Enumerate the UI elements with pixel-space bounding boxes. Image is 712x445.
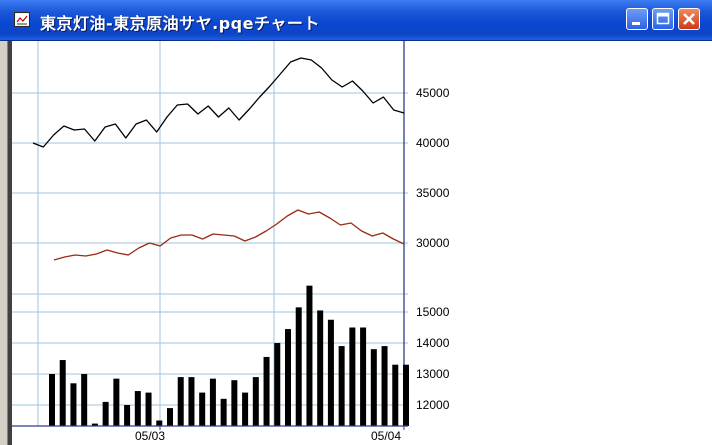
volume-bar xyxy=(177,377,184,426)
series-line xyxy=(53,209,405,261)
volume-bar xyxy=(91,423,98,426)
volume-bar xyxy=(285,329,291,426)
title-bar[interactable]: 東京灯油‐東京原油サヤ.pqeチャート xyxy=(0,0,712,41)
volume-bar xyxy=(317,310,324,426)
plot-background xyxy=(12,41,412,426)
volume-bar xyxy=(145,392,152,426)
time-axis-strip xyxy=(12,426,412,445)
volume-bar xyxy=(199,392,206,426)
volume-bar xyxy=(134,391,141,426)
price-tick-label: 45000 xyxy=(416,86,450,100)
close-button[interactable] xyxy=(678,8,700,30)
volume-tick-label: 15000 xyxy=(416,305,450,319)
maximize-button[interactable] xyxy=(652,8,674,30)
volume-bar xyxy=(295,307,302,426)
volume-bar xyxy=(231,380,238,426)
volume-bar xyxy=(338,346,345,426)
volume-bar xyxy=(102,401,109,426)
price-tick-label: 40000 xyxy=(416,136,450,150)
volume-tick-label: 12000 xyxy=(416,398,450,412)
volume-bar xyxy=(188,377,195,426)
volume-bar xyxy=(263,356,270,426)
price-axis: 45000 40000 35000 30000 15000 14000 13000 12000 xyxy=(416,86,450,412)
volume-tick-label: 13000 xyxy=(416,367,450,381)
window-left-frame xyxy=(0,41,8,445)
chart-grid xyxy=(12,41,412,426)
maximize-icon xyxy=(656,12,670,25)
volume-bar xyxy=(392,364,399,426)
close-icon xyxy=(683,13,695,25)
volume-bar xyxy=(252,377,259,426)
time-tick-label: 05/03 xyxy=(135,429,165,443)
volume-bar xyxy=(81,374,88,426)
minimize-icon xyxy=(632,22,640,25)
volume-bar xyxy=(167,408,173,426)
volume-bar xyxy=(327,319,334,426)
volume-bar xyxy=(49,374,55,426)
price-tick-label: 35000 xyxy=(416,186,450,200)
volume-bar xyxy=(403,364,409,426)
chart-window-icon[interactable] xyxy=(14,12,30,27)
volume-bar xyxy=(220,398,227,426)
window-title: 東京灯油‐東京原油サヤ.pqeチャート xyxy=(40,14,320,33)
volume-bars xyxy=(49,285,409,426)
price-tick-label: 30000 xyxy=(416,236,450,250)
volume-bar xyxy=(381,346,388,426)
time-tick-label: 05/04 xyxy=(371,429,401,443)
volume-bar xyxy=(370,349,377,426)
volume-bar xyxy=(209,378,216,426)
time-axis: 05/03 05/04 xyxy=(12,425,412,445)
price-lines xyxy=(32,57,405,261)
volume-bar xyxy=(349,327,356,426)
volume-bar xyxy=(113,378,120,426)
volume-bar xyxy=(70,383,77,426)
volume-bar xyxy=(274,343,281,426)
volume-bar xyxy=(360,327,367,426)
minimize-button[interactable] xyxy=(626,8,648,30)
series-line xyxy=(32,57,405,148)
window-left-edge xyxy=(8,41,12,445)
volume-bar xyxy=(156,420,163,426)
volume-bar xyxy=(306,285,313,426)
volume-tick-label: 14000 xyxy=(416,336,450,350)
volume-bar xyxy=(59,360,66,426)
volume-bar xyxy=(124,405,131,426)
volume-bar xyxy=(242,392,249,426)
